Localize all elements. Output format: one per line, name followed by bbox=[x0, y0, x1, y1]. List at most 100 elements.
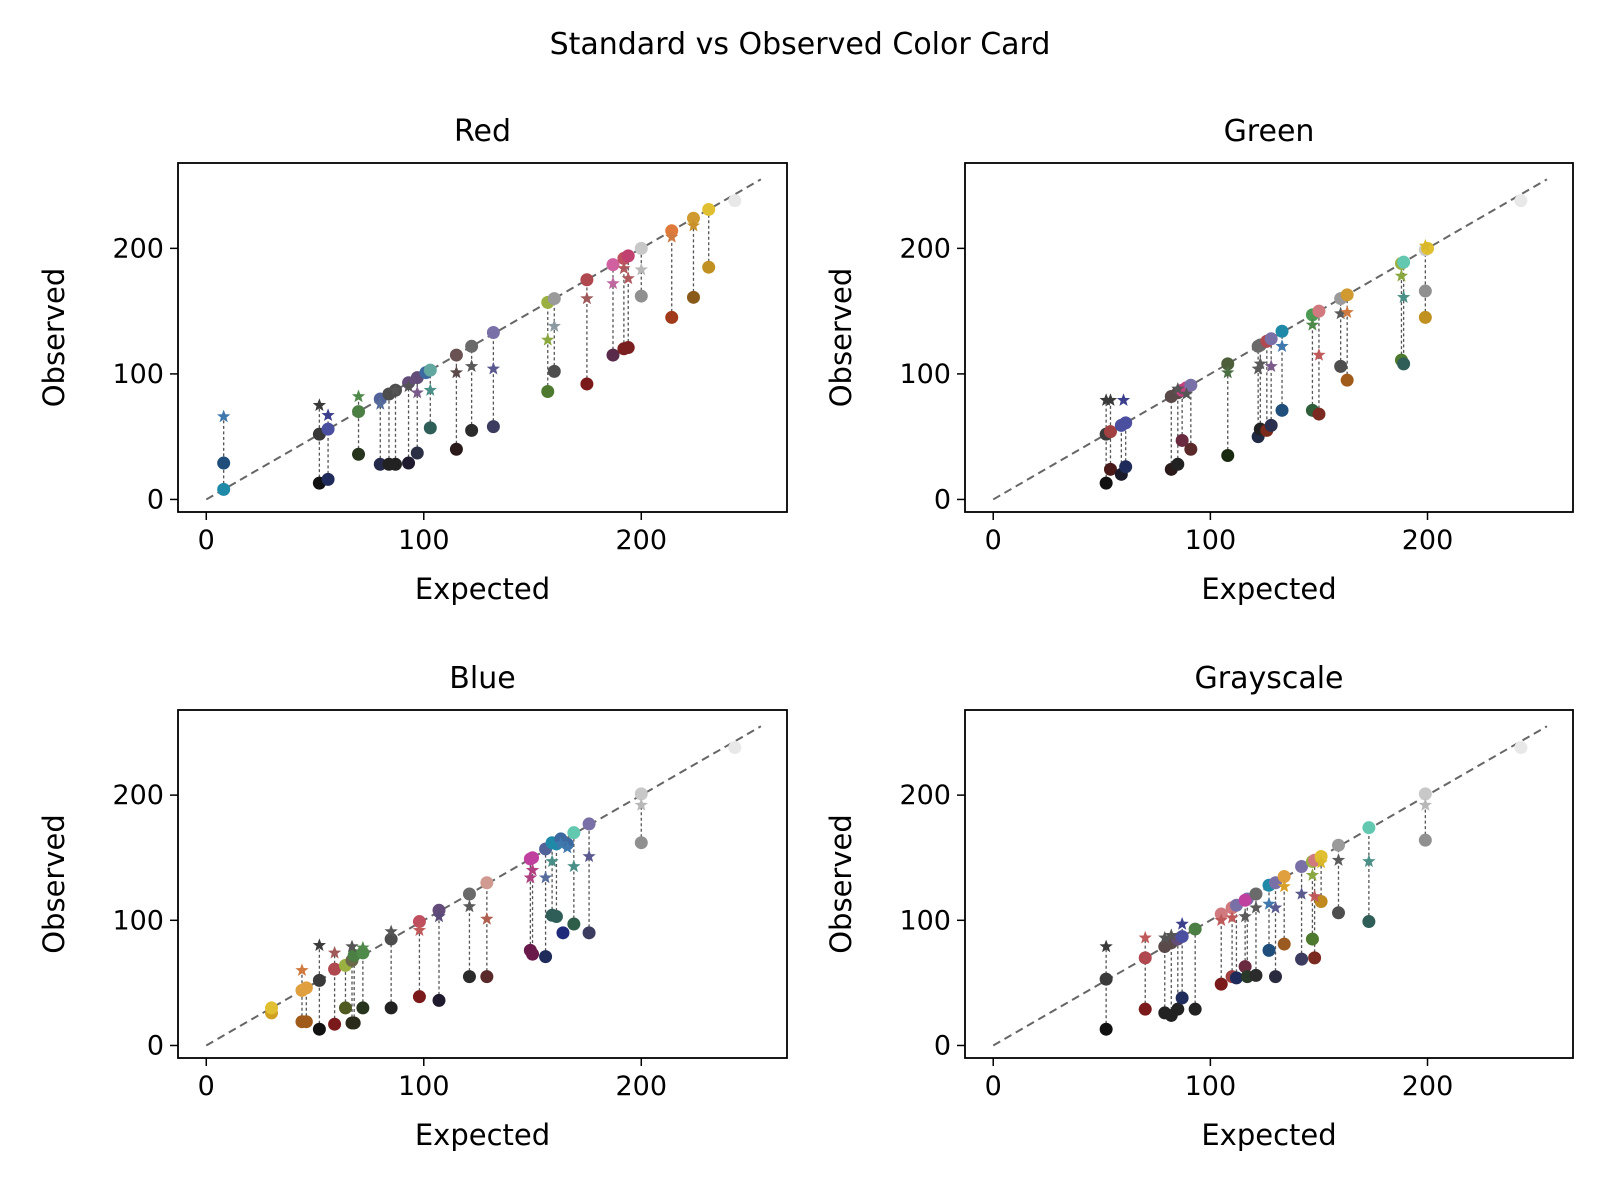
star-point bbox=[634, 262, 648, 276]
star-point bbox=[327, 945, 342, 959]
circle-point bbox=[462, 970, 476, 984]
x-tick-label: 100 bbox=[1185, 1071, 1237, 1102]
circle-point bbox=[1184, 378, 1198, 392]
star-point bbox=[345, 939, 359, 953]
x-tick-label: 0 bbox=[985, 525, 1002, 556]
circle-point bbox=[1175, 991, 1189, 1005]
circle-point bbox=[1514, 194, 1528, 208]
circle-point bbox=[1221, 357, 1235, 371]
star-point bbox=[545, 854, 559, 868]
panel-green: Green 0 100 200 0 100 200 Expected Observed bbox=[824, 114, 1574, 606]
circle-point bbox=[465, 423, 479, 437]
star-point bbox=[1275, 339, 1289, 352]
circle-point bbox=[1175, 433, 1189, 447]
circle-point bbox=[1099, 972, 1113, 986]
circle-point bbox=[686, 290, 700, 304]
circle-point bbox=[539, 950, 553, 964]
star-point bbox=[351, 389, 366, 403]
star-point bbox=[1179, 386, 1194, 400]
y-tick-label: 200 bbox=[112, 233, 164, 264]
x-tick-label: 200 bbox=[1402, 1071, 1454, 1102]
circle-point bbox=[1119, 460, 1133, 474]
axes-frame bbox=[964, 162, 1574, 513]
star-point bbox=[312, 938, 327, 951]
circle-point bbox=[338, 1001, 352, 1015]
star-point bbox=[525, 863, 540, 876]
star-point bbox=[1305, 317, 1320, 331]
star-point bbox=[423, 383, 437, 396]
circle-point bbox=[634, 787, 648, 801]
circle-point bbox=[1418, 787, 1432, 801]
circle-point bbox=[423, 363, 437, 377]
circle-point bbox=[1334, 359, 1348, 373]
circle-point bbox=[328, 962, 342, 976]
circle-point bbox=[449, 348, 463, 362]
star-point bbox=[1253, 356, 1267, 370]
x-tick-label: 0 bbox=[198, 525, 215, 556]
star-point bbox=[312, 398, 327, 411]
star-point bbox=[1138, 930, 1152, 944]
circle-point bbox=[1221, 449, 1235, 463]
circle-point bbox=[1275, 324, 1289, 338]
star-point bbox=[410, 385, 424, 399]
star-point bbox=[1331, 853, 1346, 866]
circle-point bbox=[1188, 1002, 1202, 1016]
circle-point bbox=[665, 310, 679, 324]
circle-point bbox=[1295, 952, 1309, 966]
y-tick-label: 100 bbox=[899, 905, 951, 936]
star-point bbox=[582, 849, 596, 863]
star-point bbox=[1268, 900, 1283, 914]
circle-point bbox=[580, 377, 594, 391]
circle-point bbox=[217, 482, 231, 496]
axes-frame bbox=[177, 162, 788, 513]
star-point bbox=[606, 276, 620, 290]
y-tick-label: 0 bbox=[934, 1030, 951, 1061]
circle-point bbox=[1362, 915, 1376, 929]
circle-point bbox=[1099, 1022, 1113, 1036]
circle-point bbox=[728, 194, 742, 208]
circle-point bbox=[486, 325, 500, 339]
circle-point bbox=[1331, 906, 1345, 920]
star-point bbox=[1164, 928, 1178, 941]
circle-point bbox=[526, 851, 540, 865]
star-point bbox=[617, 261, 631, 275]
star-point bbox=[1418, 238, 1432, 252]
circle-point bbox=[1295, 859, 1309, 873]
panel-title: Blue bbox=[449, 661, 515, 696]
circle-point bbox=[412, 915, 426, 929]
star-point bbox=[1225, 910, 1239, 924]
star-point bbox=[523, 870, 538, 884]
reference-line bbox=[205, 178, 762, 501]
plot-area bbox=[992, 725, 1548, 1047]
circle-point bbox=[1308, 951, 1322, 965]
circle-point bbox=[547, 364, 561, 378]
x-tick-label: 0 bbox=[985, 1071, 1002, 1102]
x-tick-label: 200 bbox=[616, 1071, 668, 1102]
star-point bbox=[1362, 854, 1376, 868]
star-point bbox=[401, 379, 416, 393]
circle-point bbox=[449, 442, 463, 456]
star-point bbox=[480, 912, 494, 925]
star-point bbox=[449, 365, 464, 379]
circle-point bbox=[1418, 310, 1432, 324]
circle-point bbox=[1277, 937, 1291, 951]
circle-point bbox=[480, 970, 494, 984]
y-tick-label: 100 bbox=[899, 359, 951, 390]
circle-point bbox=[265, 1001, 279, 1015]
star-point bbox=[486, 361, 501, 375]
circle-point bbox=[634, 836, 648, 850]
star-point bbox=[373, 397, 387, 410]
circle-point bbox=[1305, 932, 1319, 946]
star-point bbox=[1312, 348, 1326, 361]
circle-point bbox=[702, 260, 716, 274]
circle-point bbox=[1238, 893, 1252, 907]
star-point bbox=[1277, 879, 1291, 893]
circle-point bbox=[347, 1016, 361, 1030]
circle-point bbox=[217, 456, 231, 470]
circle-point bbox=[1175, 930, 1189, 944]
panel-title: Green bbox=[1224, 114, 1315, 149]
circle-point bbox=[312, 1022, 326, 1036]
circle-point bbox=[567, 917, 581, 931]
figure-title: Standard vs Observed Color Card bbox=[550, 27, 1051, 62]
star-point bbox=[432, 909, 446, 923]
